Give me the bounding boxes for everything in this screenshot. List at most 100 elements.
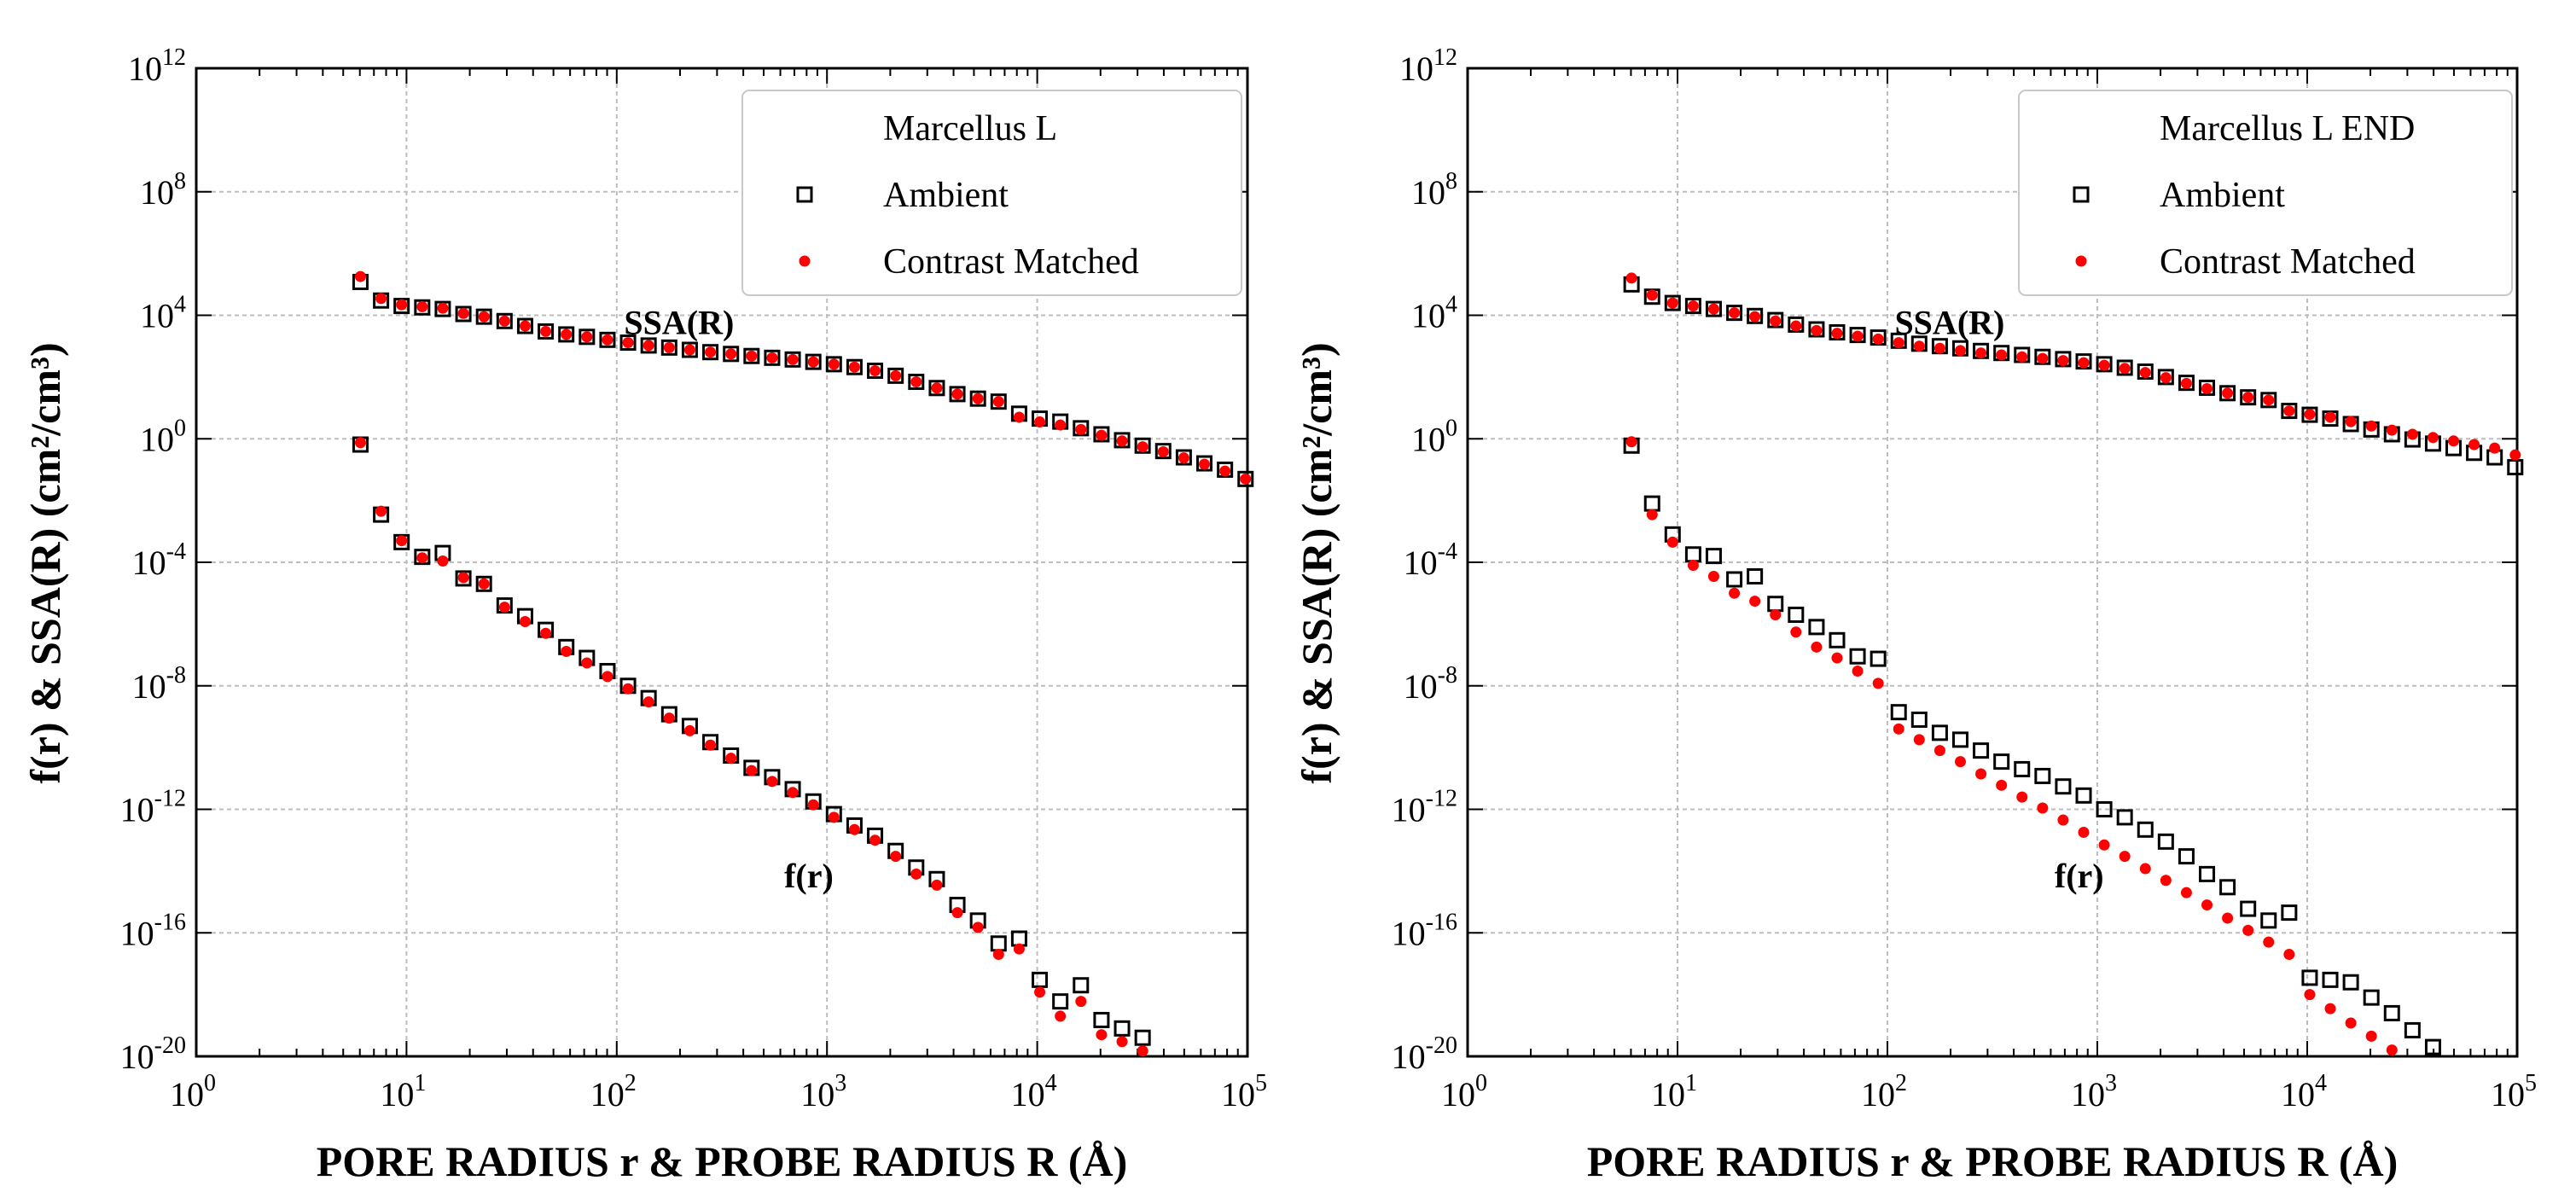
- x-tick-exponent: 3: [834, 1070, 846, 1096]
- series-ambient: [1623, 276, 2524, 1055]
- f-point: [1093, 1011, 1110, 1028]
- f-point: [1770, 608, 1782, 620]
- f-point: [1010, 930, 1027, 947]
- ssa-point: [1178, 452, 1189, 464]
- ssa-point: [2057, 355, 2069, 367]
- y-tick-exponent: 8: [174, 168, 186, 195]
- f-point: [1973, 742, 1990, 759]
- ssa-point: [643, 340, 654, 352]
- legend-box: [2018, 90, 2513, 296]
- y-tick-label: 104: [140, 292, 186, 335]
- f-point: [990, 935, 1007, 952]
- ssa-point: [1872, 333, 1884, 345]
- ssa-point: [2345, 416, 2357, 427]
- f-point: [1910, 711, 1928, 728]
- ssa-point: [1831, 328, 1843, 340]
- ssa-point: [2119, 363, 2131, 375]
- f-point: [1643, 495, 1660, 512]
- y-tick-base: 10: [132, 667, 166, 706]
- f-point: [1646, 509, 1658, 520]
- ssa-point: [1075, 423, 1087, 435]
- ssa-point: [1954, 345, 1966, 357]
- y-axis-label: f(r) & SSA(R) (cm²/cm³): [1293, 342, 1340, 783]
- ssa-point: [2283, 405, 2295, 417]
- f-point: [354, 437, 366, 449]
- legend-contrast-label: Contrast Matched: [2160, 242, 2416, 282]
- f-point: [2404, 1021, 2421, 1038]
- ssa-point: [2242, 392, 2254, 404]
- legend-ambient-marker: [2073, 186, 2090, 203]
- ssa-point: [931, 382, 943, 394]
- f-point: [498, 602, 510, 613]
- ssa-point: [1240, 473, 1252, 485]
- ssa-point: [1034, 416, 1046, 428]
- f-point: [992, 949, 1004, 961]
- ssa-point: [1114, 432, 1131, 449]
- y-tick-base: 10: [1411, 420, 1445, 458]
- y-tick-label: 10-16: [120, 909, 186, 952]
- f-point: [2383, 1004, 2400, 1021]
- series-contrast-matched: [354, 270, 1252, 1057]
- ssa-point: [1237, 470, 1254, 487]
- f-point: [2240, 900, 2257, 917]
- y-tick-base: 10: [1392, 914, 1426, 952]
- ssa-point: [1852, 330, 1864, 342]
- y-tick-base: 10: [132, 544, 166, 582]
- f-point: [396, 535, 408, 547]
- f-point: [807, 799, 819, 811]
- ssa-point: [725, 348, 737, 360]
- f-point: [1666, 536, 1678, 548]
- y-tick-exponent: 0: [1445, 415, 1457, 441]
- ssa-point: [743, 347, 760, 364]
- ssa-point: [437, 302, 449, 314]
- f-point: [1954, 756, 1966, 768]
- ssa-point: [1199, 458, 1211, 470]
- y-tick-base: 10: [140, 173, 174, 212]
- f-point: [683, 724, 695, 736]
- y-tick-label: 10-8: [132, 662, 186, 706]
- ssa-point: [393, 298, 410, 315]
- f-point: [2075, 787, 2092, 804]
- ssa-point: [475, 308, 492, 325]
- ssa-point: [1175, 449, 1192, 466]
- f-point: [1137, 1045, 1148, 1057]
- ssa-point: [2219, 385, 2236, 402]
- f-point: [2345, 1017, 2357, 1029]
- ssa-point: [1849, 327, 1866, 344]
- x-tick-label: 105: [1221, 1070, 1267, 1114]
- ssa-point: [2178, 375, 2195, 392]
- y-tick-label: 108: [1411, 168, 1457, 212]
- f-point: [725, 753, 737, 765]
- ssa-point: [2386, 424, 2398, 436]
- f-point: [2157, 833, 2174, 850]
- y-tick-label: 10-8: [1404, 662, 1457, 706]
- y-tick-exponent: 8: [1445, 168, 1457, 195]
- f-point: [1993, 753, 2010, 770]
- y-tick-label: 10-20: [120, 1032, 186, 1076]
- ssa-point: [619, 334, 637, 352]
- ssa-point: [1134, 437, 1151, 454]
- ssa-point: [354, 270, 366, 282]
- f-point: [2342, 974, 2359, 991]
- y-tick-label: 10-12: [120, 786, 186, 829]
- f-point: [2222, 912, 2234, 924]
- ssa-point: [1893, 337, 1904, 349]
- ssa-point: [2016, 351, 2028, 363]
- f-point: [1790, 626, 1802, 638]
- f-point: [951, 907, 963, 919]
- y-tick-exponent: -8: [1438, 662, 1457, 689]
- ssa-point: [396, 299, 408, 311]
- y-tick-label: 10-16: [1392, 909, 1457, 952]
- ssa-point: [581, 331, 593, 343]
- f-point: [1975, 768, 1987, 780]
- f-annotation: f(r): [784, 857, 834, 895]
- ssa-point: [2281, 403, 2298, 420]
- f-point: [2424, 1038, 2441, 1055]
- x-tick-label: 101: [1651, 1070, 1697, 1114]
- f-point: [1788, 606, 1805, 623]
- f-point: [1893, 723, 1904, 735]
- ssa-point: [867, 362, 884, 379]
- ssa-point: [2137, 363, 2154, 381]
- x-tick-exponent: 4: [1045, 1070, 1057, 1096]
